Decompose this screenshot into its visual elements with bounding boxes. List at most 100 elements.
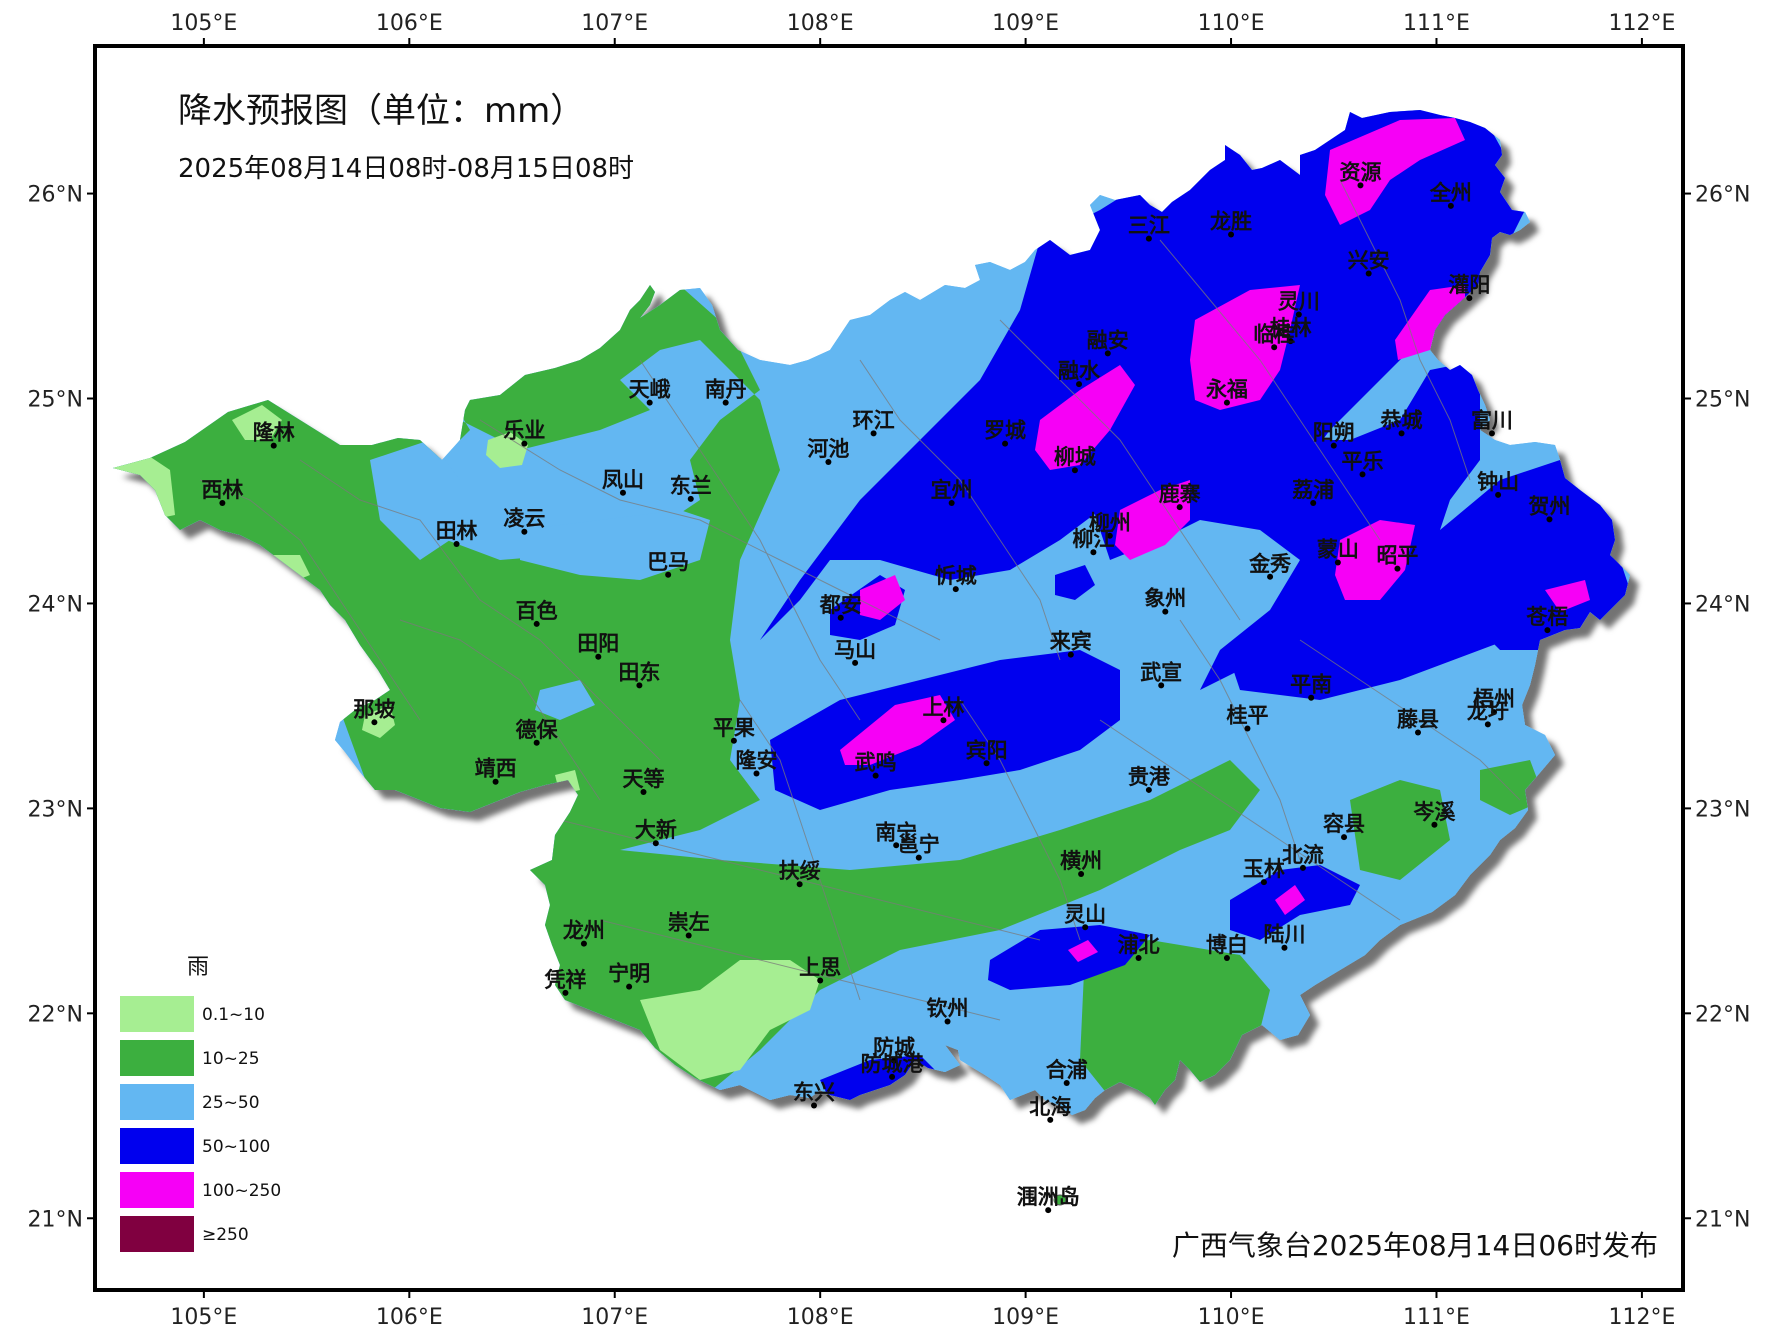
lon-label-bottom: 105°E	[170, 1305, 237, 1328]
legend-swatch	[120, 1084, 194, 1120]
city: 德保	[516, 718, 559, 746]
city-dot	[870, 430, 877, 437]
band-100-250-luchuan	[1275, 885, 1305, 915]
city-dot	[948, 500, 955, 507]
city-label: 富川	[1471, 408, 1513, 432]
city: 岑溪	[1413, 800, 1456, 828]
city: 隆林	[253, 421, 295, 449]
city-label: 东兴	[793, 1081, 835, 1105]
band-100-250-guanyang	[1395, 285, 1465, 360]
city-label: 忻城	[935, 564, 977, 588]
city-dot	[1341, 834, 1348, 841]
lon-label-top: 106°E	[376, 11, 443, 36]
city: 罗城	[984, 419, 1026, 447]
city-dot	[533, 739, 540, 746]
city-dot	[1223, 399, 1230, 406]
city: 博白	[1206, 933, 1248, 961]
city-dot	[1228, 231, 1235, 238]
city-dot	[1398, 430, 1405, 437]
city-label: 灵山	[1064, 902, 1106, 926]
city-label: 昭平	[1376, 544, 1418, 568]
city: 灌阳	[1448, 273, 1490, 302]
city-dot	[1447, 202, 1454, 209]
city-label: 柳州	[1089, 511, 1131, 535]
city-dot	[852, 659, 859, 666]
city-label: 临桂	[1253, 322, 1295, 346]
city-label: 西林	[201, 478, 243, 502]
city: 龙圩	[1467, 699, 1509, 728]
band-0-10-g	[640, 960, 820, 1080]
lon-label-top: 109°E	[992, 11, 1059, 36]
legend-swatch	[120, 1128, 194, 1164]
band-25-50-west	[370, 440, 460, 560]
city-label: 巴马	[647, 550, 689, 574]
city: 来宾	[1050, 630, 1092, 658]
city-dot	[1394, 565, 1401, 572]
city: 北海	[1029, 1095, 1071, 1123]
precipitation-bands	[113, 110, 1630, 1110]
city: 武宣	[1140, 660, 1182, 689]
city-label: 浦北	[1118, 933, 1160, 957]
city-label: 恭城	[1380, 408, 1423, 432]
lat-label-right: 25°N	[1695, 388, 1750, 413]
city-label: 东兰	[670, 474, 712, 498]
lat-label-left: 23°N	[28, 797, 83, 822]
city: 武鸣	[855, 751, 897, 779]
city-dot	[983, 760, 990, 767]
city-dot	[533, 620, 540, 627]
city-dot	[1466, 295, 1473, 302]
city-label: 环江	[853, 408, 895, 432]
city-label: 大新	[635, 818, 677, 842]
city-label: 凌云	[503, 507, 545, 531]
city: 田林	[436, 519, 478, 548]
city-dot	[722, 399, 729, 406]
city-dot	[562, 989, 569, 996]
city-label: 灌阳	[1448, 273, 1490, 297]
city: 资源	[1339, 160, 1381, 189]
band-25-50-patch	[535, 680, 595, 720]
lon-label-bottom: 112°E	[1608, 1305, 1675, 1328]
city: 苍梧	[1525, 605, 1568, 634]
band-100-250-lingshan	[1068, 940, 1098, 962]
band-100-250-wuming	[840, 695, 955, 765]
lon-label-bottom: 110°E	[1198, 1305, 1265, 1328]
city: 藤县	[1396, 708, 1439, 736]
lat-label-right: 26°N	[1695, 183, 1750, 208]
city-dot	[1106, 532, 1113, 539]
city-dot	[1310, 500, 1317, 507]
city: 全州	[1429, 181, 1472, 209]
city: 柳江	[1072, 527, 1114, 556]
city: 靖西	[475, 757, 517, 785]
band-100-250-mengshan	[1335, 520, 1415, 600]
city-label: 上思	[799, 956, 841, 980]
city-label: 宁明	[608, 962, 650, 986]
city: 环江	[853, 408, 895, 437]
city-label: 玉林	[1243, 857, 1285, 881]
city: 兴安	[1348, 248, 1390, 277]
city-label: 乐业	[503, 419, 545, 443]
city-dot	[1544, 627, 1551, 634]
lat-label-left: 21°N	[28, 1207, 83, 1232]
city: 荔浦	[1292, 478, 1334, 507]
city: 贺州	[1528, 494, 1570, 523]
city-label: 靖西	[475, 757, 517, 781]
city: 防城港	[861, 1052, 925, 1080]
band-50-100-small	[1055, 565, 1095, 600]
band-100-250-ziyuan	[1325, 118, 1465, 225]
city-label: 宜州	[931, 478, 973, 502]
lon-label-top: 110°E	[1198, 11, 1265, 36]
city-label: 蒙山	[1317, 537, 1359, 561]
city: 天峨	[629, 378, 671, 406]
city-label: 桂林	[1269, 316, 1312, 340]
city-dot	[872, 772, 879, 779]
city-label: 百色	[516, 599, 558, 623]
city: 玉林	[1243, 857, 1285, 886]
city-dot	[1308, 694, 1315, 701]
city: 东兴	[793, 1081, 835, 1109]
city-dot	[1145, 786, 1152, 793]
city-dot	[915, 854, 922, 861]
city-label: 贺州	[1528, 494, 1570, 518]
legend-label: 0.1~10	[202, 1005, 265, 1025]
city: 合浦	[1046, 1058, 1088, 1087]
